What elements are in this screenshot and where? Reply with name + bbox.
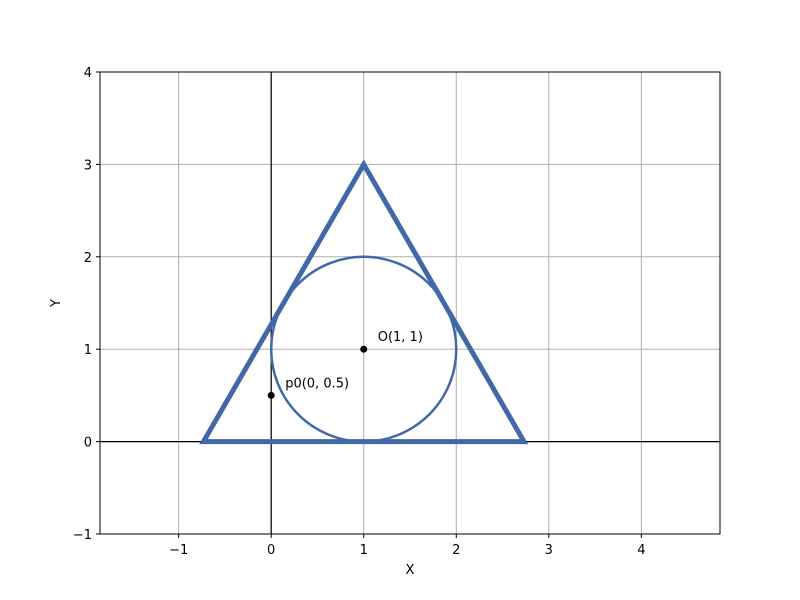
axis-ticks: −1 0 1 2 3 4 −1 0 1 2 3 4 (73, 66, 646, 558)
x-tick-label-5: 4 (637, 543, 645, 558)
reference-lines (100, 72, 720, 534)
x-axis-label: X (406, 563, 415, 578)
x-tick-label-3: 2 (452, 543, 460, 558)
y-tick-label-3: 2 (84, 251, 92, 266)
grid (100, 71, 720, 535)
x-tick-label-4: 3 (545, 543, 553, 558)
x-tick-label-2: 1 (360, 543, 368, 558)
x-tick-label-0: −1 (169, 543, 188, 558)
plot-shapes (199, 159, 529, 445)
y-tick-label-2: 1 (84, 343, 92, 358)
y-tick-label-0: −1 (73, 528, 92, 543)
y-tick-label-5: 4 (84, 66, 92, 81)
data-points: O(1, 1) p0(0, 0.5) (267, 330, 423, 399)
y-tick-label-4: 3 (84, 158, 92, 173)
x-tick-label-1: 0 (267, 543, 275, 558)
incircle (269, 255, 458, 443)
point-1 (267, 391, 275, 399)
point-label-0: O(1, 1) (378, 330, 423, 345)
point-0 (360, 345, 368, 353)
point-label-1: p0(0, 0.5) (285, 376, 349, 391)
y-tick-label-1: 0 (84, 436, 92, 451)
plot-frame (99, 71, 721, 535)
y-axis-label: Y (49, 299, 64, 308)
